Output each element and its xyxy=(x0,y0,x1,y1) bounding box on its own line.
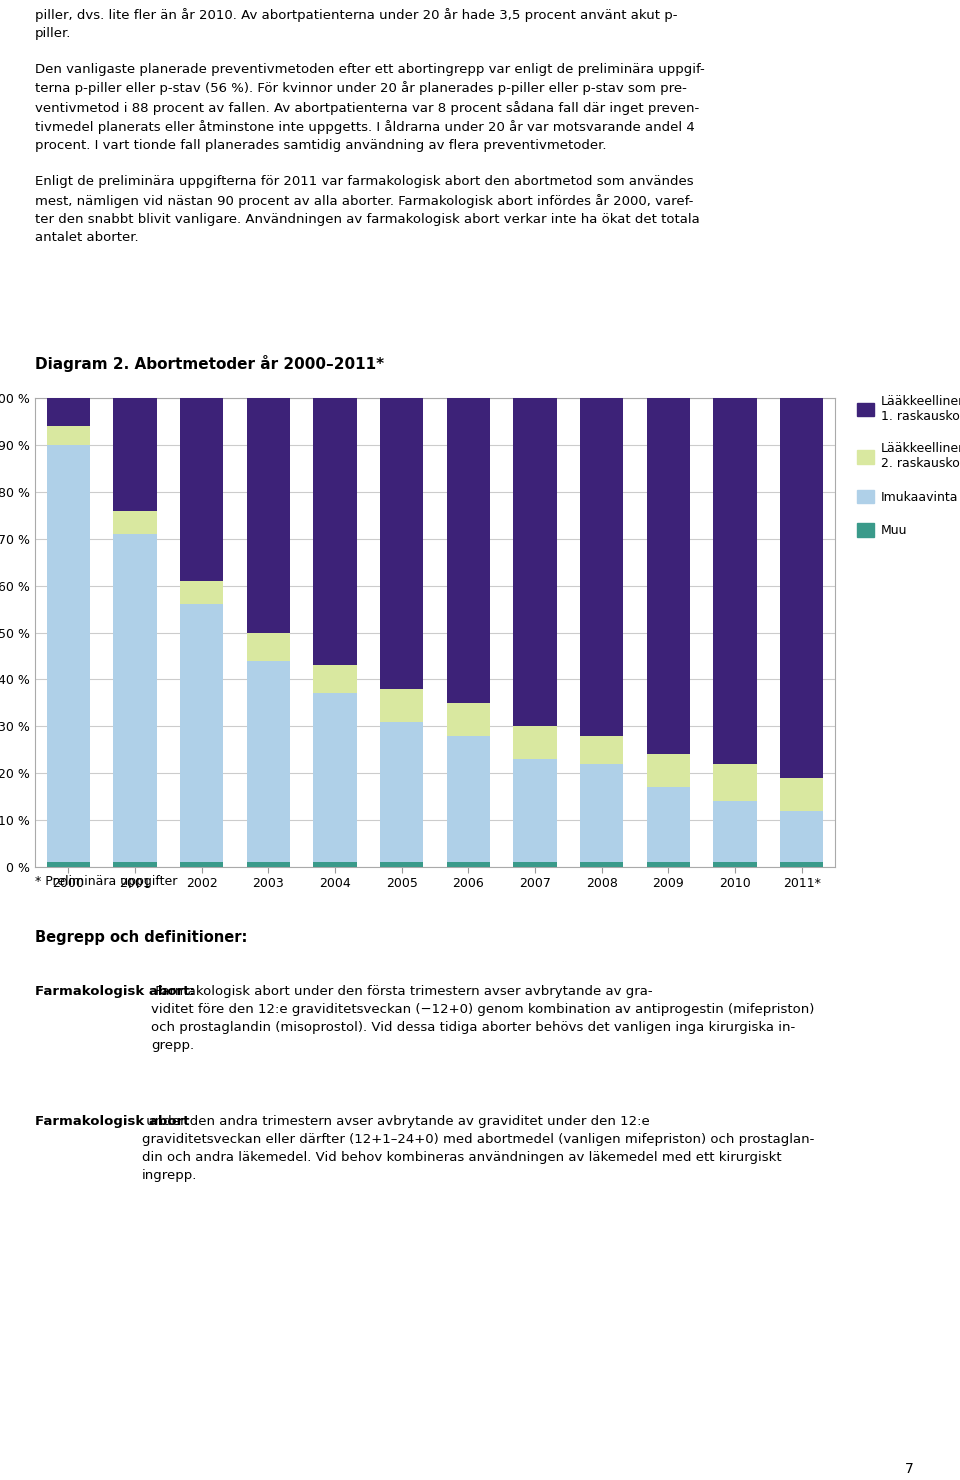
Text: Farmakologisk abort: Farmakologisk abort xyxy=(35,1114,189,1128)
Bar xyxy=(113,534,156,863)
Bar xyxy=(113,398,156,511)
Bar xyxy=(780,863,824,867)
Bar xyxy=(713,863,756,867)
Bar xyxy=(446,863,490,867)
Bar xyxy=(247,398,290,632)
Text: Farmakologisk abort under den första trimestern avser avbrytande av gra-
viditet: Farmakologisk abort under den första tri… xyxy=(151,986,814,1052)
Bar xyxy=(514,727,557,759)
Bar xyxy=(713,764,756,801)
Bar xyxy=(313,863,357,867)
Bar xyxy=(780,778,824,811)
Bar xyxy=(47,445,90,863)
Bar xyxy=(647,787,690,863)
Bar xyxy=(380,722,423,863)
Bar xyxy=(380,398,423,688)
Bar xyxy=(580,863,623,867)
Bar xyxy=(580,736,623,764)
Bar xyxy=(580,764,623,863)
Bar xyxy=(647,755,690,787)
Bar xyxy=(47,863,90,867)
Bar xyxy=(713,398,756,764)
Text: Diagram 2. Abortmetoder år 2000–2011*: Diagram 2. Abortmetoder år 2000–2011* xyxy=(35,355,384,371)
Text: piller, dvs. lite fler än år 2010. Av abortpatienterna under 20 år hade 3,5 proc: piller, dvs. lite fler än år 2010. Av ab… xyxy=(35,7,705,244)
Bar xyxy=(180,398,224,582)
Bar xyxy=(647,863,690,867)
Bar xyxy=(313,666,357,694)
Bar xyxy=(247,863,290,867)
Bar xyxy=(247,660,290,863)
Bar xyxy=(780,398,824,778)
Legend: Lääkkeellinen
1. raskauskolmannes, Lääkkeellinen
2. raskauskolmannes, Imukaavint: Lääkkeellinen 1. raskauskolmannes, Lääkk… xyxy=(857,395,960,537)
Bar xyxy=(113,511,156,534)
Bar xyxy=(780,811,824,863)
Bar xyxy=(180,582,224,604)
Bar xyxy=(47,398,90,426)
Bar xyxy=(446,736,490,863)
Text: under den andra trimestern avser avbrytande av graviditet under den 12:e
gravidi: under den andra trimestern avser avbryta… xyxy=(142,1114,814,1183)
Text: Farmakologisk abort:: Farmakologisk abort: xyxy=(35,986,195,998)
Bar xyxy=(713,801,756,863)
Bar xyxy=(113,863,156,867)
Bar xyxy=(514,759,557,863)
Text: 7: 7 xyxy=(905,1462,914,1476)
Bar xyxy=(514,398,557,727)
Bar xyxy=(313,398,357,666)
Bar xyxy=(446,703,490,736)
Bar xyxy=(47,426,90,445)
Bar xyxy=(446,398,490,703)
Bar xyxy=(180,604,224,863)
Bar xyxy=(380,863,423,867)
Bar xyxy=(313,694,357,863)
Bar xyxy=(247,632,290,660)
Bar xyxy=(647,398,690,755)
Bar xyxy=(580,398,623,736)
Bar xyxy=(514,863,557,867)
Bar xyxy=(180,863,224,867)
Text: Begrepp och definitioner:: Begrepp och definitioner: xyxy=(35,929,248,946)
Bar xyxy=(380,688,423,722)
Text: * Preliminära uppgifter: * Preliminära uppgifter xyxy=(35,875,178,888)
